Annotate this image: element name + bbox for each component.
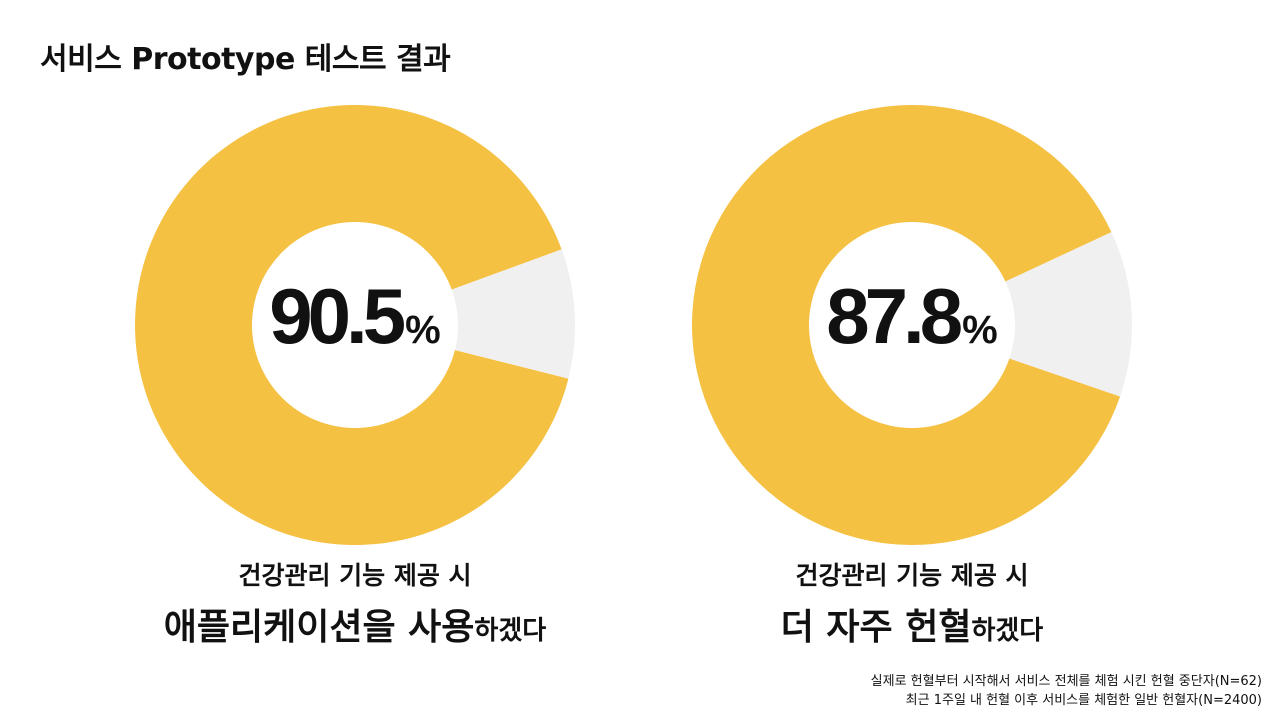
percent-value: 87.8 (826, 272, 963, 360)
caption-line-1: 건강관리 기능 제공 시 (238, 561, 472, 590)
footnote-1: 실제로 헌혈부터 시작해서 서비스 전체를 체험 시킨 헌혈 중단자(N=62) (870, 674, 1262, 689)
donut-hole (809, 222, 1015, 428)
donut-chart-app-usage: 90.5% (135, 105, 575, 545)
footnotes: 실제로 헌혈부터 시작해서 서비스 전체를 체험 시킨 헌혈 중단자(N=62)… (871, 672, 1262, 710)
caption-emphasis: 애플리케이션을 사용 (163, 607, 475, 648)
donut-center-label: 90.5% (135, 277, 575, 355)
caption-line-1: 건강관리 기능 제공 시 (795, 561, 1029, 590)
donut-center-label: 87.8% (692, 277, 1132, 355)
page-title: 서비스 Prototype 테스트 결과 (40, 42, 451, 77)
percent-sign: % (405, 308, 441, 352)
donut-chart-svg (135, 105, 575, 545)
donut-slice-remainder (912, 232, 1132, 397)
caption-emphasis: 더 자주 헌혈 (780, 607, 972, 648)
donut-chart-donation-frequency: 87.8% (692, 105, 1132, 545)
donut-hole (252, 222, 458, 428)
chart-caption-app-usage: 건강관리 기능 제공 시 애플리케이션을 사용하겠다 (55, 556, 655, 650)
percent-sign: % (962, 308, 998, 352)
percent-value: 90.5 (269, 272, 406, 360)
caption-line-2: 더 자주 헌혈하겠다 (612, 598, 1212, 650)
donut-chart-svg (692, 105, 1132, 545)
footnote-2: 최근 1주일 내 헌혈 이후 서비스를 체험한 일반 헌혈자(N=2400) (905, 693, 1262, 708)
donut-slice-remainder (355, 249, 575, 379)
caption-suffix: 하겠다 (971, 616, 1044, 646)
caption-line-2: 애플리케이션을 사용하겠다 (55, 598, 655, 650)
caption-suffix: 하겠다 (474, 616, 547, 646)
chart-caption-donation-frequency: 건강관리 기능 제공 시 더 자주 헌혈하겠다 (612, 556, 1212, 650)
